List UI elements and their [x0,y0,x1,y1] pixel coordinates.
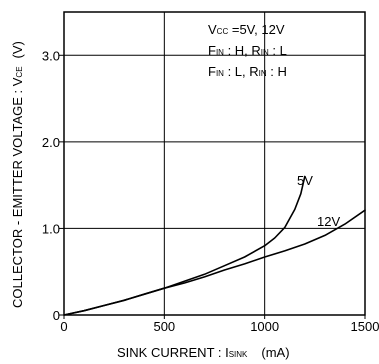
y-tick-label-0: 0 [53,308,60,323]
series-lines [63,175,366,316]
grid-lines [64,12,365,315]
series-line-5v [63,175,306,316]
y-axis-title: COLLECTOR - EMITTER VOLTAGE : VCE(V) [10,41,25,308]
legend-line-2: FIN : H, RIN : L [208,43,287,58]
legend: VCC =5V, 12V FIN : H, RIN : L FIN : L, R… [208,22,287,79]
legend-line-1: VCC =5V, 12V [208,22,285,37]
plot-frame [63,11,366,316]
x-tick-label-2: 1000 [250,319,279,334]
y-tick-label-2: 2.0 [42,135,60,150]
x-tick-label-3: 1500 [351,319,379,334]
series-label-5v: 5V [297,173,313,188]
tick-marks [59,54,366,319]
series-label-12v: 12V [317,214,340,229]
y-tick-label-3: 3.0 [42,48,60,63]
x-tick-labels: 0 500 1000 1500 [60,319,379,334]
series-line-12v [63,209,366,316]
x-tick-label-1: 500 [153,319,175,334]
y-tick-labels: 0 1.0 2.0 3.0 [42,48,60,323]
x-tick-label-0: 0 [60,319,67,334]
x-axis-title: SINK CURRENT : ISINK (mA) [117,345,290,360]
legend-line-3: FIN : L, RIN : H [208,64,287,79]
y-tick-label-1: 1.0 [42,221,60,236]
